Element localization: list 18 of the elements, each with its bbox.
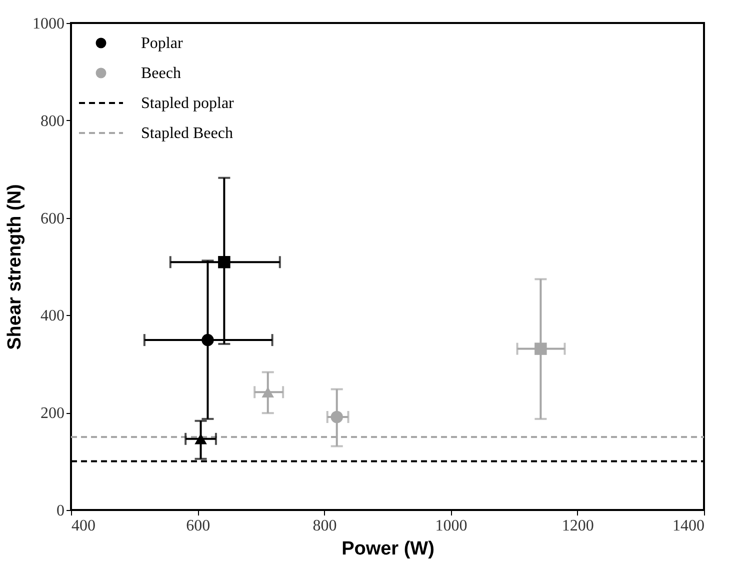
- x-axis-title: Power (W): [342, 538, 434, 560]
- y-tick-label: 600: [40, 210, 64, 228]
- legend-label: Beech: [141, 65, 181, 82]
- legend-label: Poplar: [141, 35, 184, 52]
- y-tick-label: 1000: [32, 16, 64, 32]
- x-tick-label: 1400: [672, 518, 704, 534]
- y-tick-label: 400: [40, 308, 64, 325]
- x-tick-label: 800: [312, 518, 337, 534]
- x-tick-label: 1000: [435, 518, 468, 534]
- y-tick-label: 0: [56, 502, 64, 520]
- y-tick-label: 800: [40, 112, 64, 130]
- x-tick-label: 400: [72, 518, 96, 534]
- legend-label: Stapled poplar: [141, 95, 235, 112]
- y-tick-label: 200: [40, 405, 64, 422]
- x-tick-label: 1200: [562, 518, 594, 534]
- x-tick-label: 600: [186, 518, 210, 534]
- y-axis-title: Shear strength (N): [4, 184, 26, 350]
- legend-label: Stapled Beech: [141, 125, 233, 142]
